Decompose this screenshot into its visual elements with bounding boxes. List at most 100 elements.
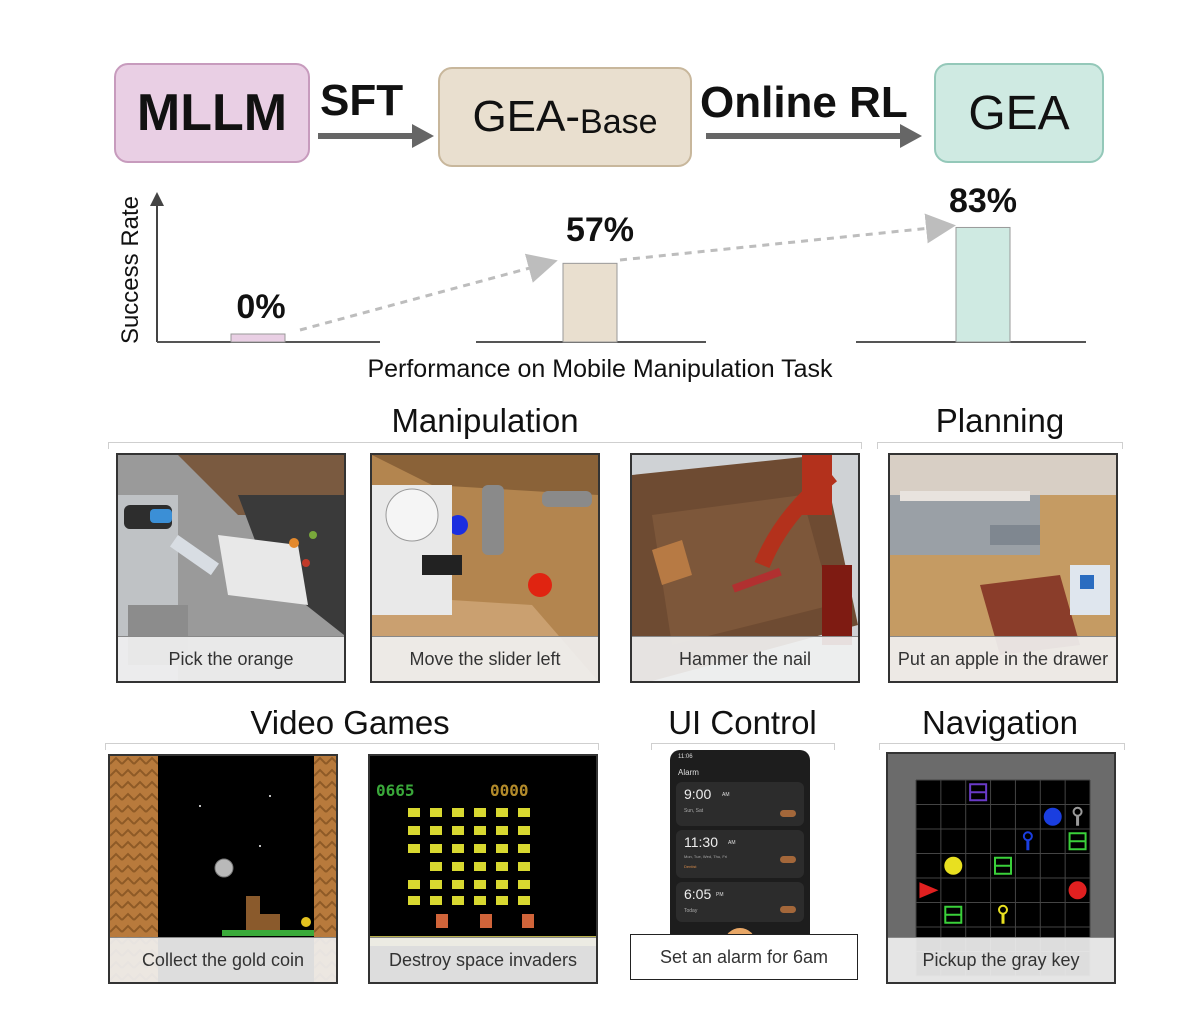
gea-base-box: GEA- Base xyxy=(438,67,692,167)
video-games-bracket xyxy=(105,743,599,750)
alarm-days-1: Mon, Tue, Wed, Thu, Fri xyxy=(684,854,727,859)
alarm-toggle-1[interactable] xyxy=(780,856,796,863)
gea-box: GEA xyxy=(934,63,1104,163)
trend-arrow-0 xyxy=(299,253,558,332)
bar-1 xyxy=(562,262,618,343)
apple-drawer-panel: Put an apple in the drawer xyxy=(888,453,1118,683)
invader-sprite xyxy=(408,844,420,853)
invader-sprite xyxy=(518,880,530,889)
invader-sprite xyxy=(474,880,486,889)
invader-sprite xyxy=(452,808,464,817)
alarm-days-2: Today xyxy=(684,908,698,914)
sft-arrow xyxy=(318,124,434,148)
x-axis-label: Performance on Mobile Manipulation Task xyxy=(367,355,833,383)
manipulation-title: Manipulation xyxy=(391,402,579,439)
y-axis-label: Success Rate xyxy=(117,195,144,345)
blue-ball xyxy=(1043,807,1062,826)
invader-sprite xyxy=(496,862,508,871)
bar-value-label-0: 0% xyxy=(236,288,286,326)
yellow-key-stem xyxy=(1001,913,1005,924)
invader-sprite xyxy=(408,808,420,817)
invader-sprite xyxy=(430,808,442,817)
alarm-note-1: Dentist xyxy=(684,864,697,869)
alarm-ampm-0: AM xyxy=(722,792,730,798)
hammer-robot-image xyxy=(632,455,858,681)
move-slider-caption: Move the slider left xyxy=(372,636,598,681)
alarm-time-2: 6:05 xyxy=(684,886,712,902)
online-rl-label: Online RL xyxy=(700,78,908,127)
alarm-card-1[interactable]: 11:30 AM Mon, Tue, Wed, Thu, Fri Dentist xyxy=(676,830,804,878)
navigation-bracket xyxy=(879,743,1125,750)
alarm-card-2[interactable]: 6:05 PM Today xyxy=(676,882,804,922)
alarm-time-1: 11:30 xyxy=(684,834,718,850)
invader-sprite xyxy=(518,826,530,835)
mllm-label: MLLM xyxy=(136,84,288,142)
invader-sprite xyxy=(518,844,530,853)
alarm-caption: Set an alarm for 6am xyxy=(630,934,858,980)
gray-key-caption: Pickup the gray key xyxy=(888,937,1114,982)
alarm-time-0: 9:00 xyxy=(684,786,712,802)
bunker-shield xyxy=(436,914,448,928)
invader-sprite xyxy=(430,880,442,889)
invader-sprite xyxy=(408,896,420,905)
planning-bracket xyxy=(877,442,1123,449)
invader-sprite xyxy=(518,862,530,871)
navigation-title: Navigation xyxy=(922,704,1078,741)
invader-sprite xyxy=(518,896,530,905)
gea-base-sub: Base xyxy=(580,102,658,141)
space-invaders-caption: Destroy space invaders xyxy=(370,937,596,982)
invader-sprite xyxy=(474,844,486,853)
bunker-shield xyxy=(480,914,492,928)
invader-sprite xyxy=(474,826,486,835)
alarm-ampm-1: AM xyxy=(728,840,736,846)
invader-sprite xyxy=(496,896,508,905)
gold-coin-panel: Collect the gold coin xyxy=(108,754,338,984)
trend-arrow-1 xyxy=(619,213,956,262)
gold-coin-caption: Collect the gold coin xyxy=(110,937,336,982)
alarm-toggle-2[interactable] xyxy=(780,906,796,913)
invader-sprite xyxy=(430,844,442,853)
alarm-toggle-0[interactable] xyxy=(780,810,796,817)
gray-key-stem xyxy=(1076,815,1080,826)
invader-sprite xyxy=(474,896,486,905)
alarm-days-0: Sun, Sat xyxy=(684,808,704,814)
ui-control-title: UI Control xyxy=(668,704,817,741)
gray-key-panel: Pickup the gray key xyxy=(886,752,1116,984)
bar-value-label-1: 57% xyxy=(565,211,635,249)
apple-drawer-caption: Put an apple in the drawer xyxy=(890,636,1116,681)
invader-sprite xyxy=(452,844,464,853)
invader-sprite xyxy=(408,880,420,889)
online-rl-arrow xyxy=(706,124,922,148)
sft-label: SFT xyxy=(320,76,404,125)
alarm-ampm-2: PM xyxy=(716,892,724,898)
red-ball xyxy=(1068,881,1087,900)
move-slider-panel: Move the slider left xyxy=(370,453,600,683)
invader-sprite xyxy=(408,826,420,835)
manipulation-bracket xyxy=(108,442,862,449)
invader-sprite xyxy=(474,862,486,871)
gea-label: GEA xyxy=(968,86,1070,140)
hammer-nail-caption: Hammer the nail xyxy=(632,636,858,681)
invaders-score-right: 0000 xyxy=(490,781,529,800)
pick-orange-panel: Pick the orange xyxy=(116,453,346,683)
planning-title: Planning xyxy=(935,402,1065,439)
invader-sprite xyxy=(452,826,464,835)
yellow-ball xyxy=(944,856,963,875)
phone-app-title: Alarm xyxy=(678,768,699,777)
phone-status-time: 11:06 xyxy=(678,754,693,760)
invader-sprite xyxy=(496,826,508,835)
invader-sprite xyxy=(452,862,464,871)
bunker-shield xyxy=(522,914,534,928)
invader-sprite xyxy=(496,844,508,853)
alarm-card-0[interactable]: 9:00 AM Sun, Sat xyxy=(676,782,804,826)
bar-value-label-2: 83% xyxy=(948,182,1018,220)
agent-arrow-icon xyxy=(919,882,939,899)
invader-sprite xyxy=(452,896,464,905)
invader-sprite xyxy=(430,862,442,871)
invader-sprite xyxy=(452,880,464,889)
mllm-box: MLLM xyxy=(114,63,310,163)
blue-key-stem xyxy=(1026,840,1030,851)
invader-sprite xyxy=(474,808,486,817)
invader-sprite xyxy=(518,808,530,817)
space-invaders-panel: 0665 0000 Destroy space invaders xyxy=(368,754,598,984)
